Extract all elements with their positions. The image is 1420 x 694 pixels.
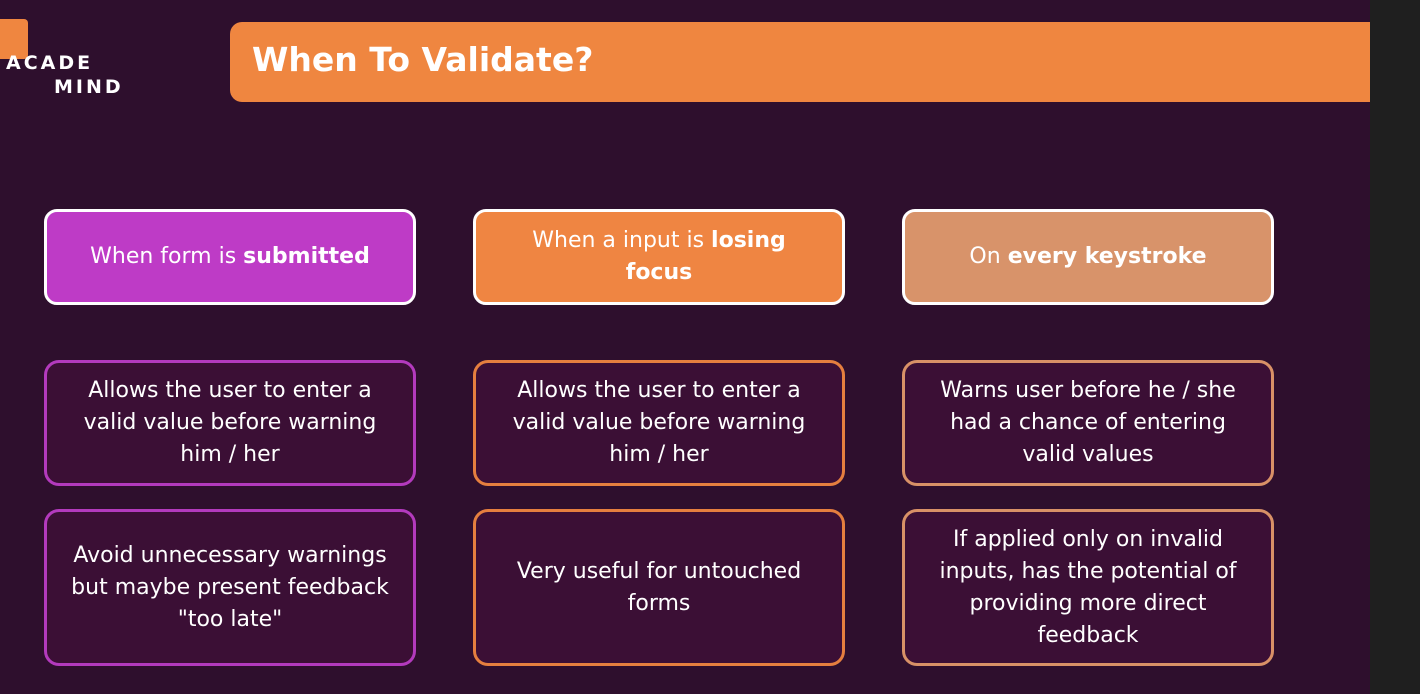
point-text: Warns user before he / she had a chance … bbox=[940, 378, 1236, 467]
header-prefix: When form is bbox=[90, 244, 244, 269]
logo-mark-icon bbox=[0, 19, 28, 59]
title-bar: When To Validate? bbox=[230, 22, 1370, 102]
header-text: On every keystroke bbox=[969, 241, 1206, 273]
slide: ACADE MIND When To Validate? When form i… bbox=[0, 0, 1370, 694]
academind-logo: ACADE MIND bbox=[0, 14, 140, 114]
point-card: Allows the user to enter a valid value b… bbox=[44, 360, 416, 486]
point-text: Very useful for untouched forms bbox=[516, 558, 802, 616]
point-text: Allows the user to enter a valid value b… bbox=[512, 378, 806, 467]
header-text: When form is submitted bbox=[90, 241, 370, 273]
page-title: When To Validate? bbox=[252, 40, 594, 79]
point-text: If applied only on invalid inputs, has t… bbox=[939, 526, 1237, 648]
header-text: When a input is losing focus bbox=[500, 225, 818, 289]
point-card: Avoid unnecessary warnings but maybe pre… bbox=[44, 509, 416, 666]
header-emphasis: submitted bbox=[243, 244, 370, 269]
header-card-every-keystroke: On every keystroke bbox=[902, 209, 1274, 305]
logo-text-line1: ACADE bbox=[6, 52, 94, 74]
video-side-panel bbox=[1370, 0, 1420, 694]
header-emphasis: every keystroke bbox=[1007, 244, 1207, 269]
point-text: Avoid unnecessary warnings but maybe pre… bbox=[71, 542, 389, 632]
header-emphasis: losing focus bbox=[625, 228, 786, 285]
point-card: Warns user before he / she had a chance … bbox=[902, 360, 1274, 486]
header-prefix: On bbox=[969, 244, 1008, 269]
header-card-losing-focus: When a input is losing focus bbox=[473, 209, 845, 305]
point-card: Very useful for untouched forms bbox=[473, 509, 845, 666]
logo-text-line2: MIND bbox=[54, 76, 124, 98]
point-card: If applied only on invalid inputs, has t… bbox=[902, 509, 1274, 666]
point-text: Allows the user to enter a valid value b… bbox=[83, 378, 377, 467]
header-prefix: When a input is bbox=[532, 228, 712, 253]
point-card: Allows the user to enter a valid value b… bbox=[473, 360, 845, 486]
header-card-submitted: When form is submitted bbox=[44, 209, 416, 305]
